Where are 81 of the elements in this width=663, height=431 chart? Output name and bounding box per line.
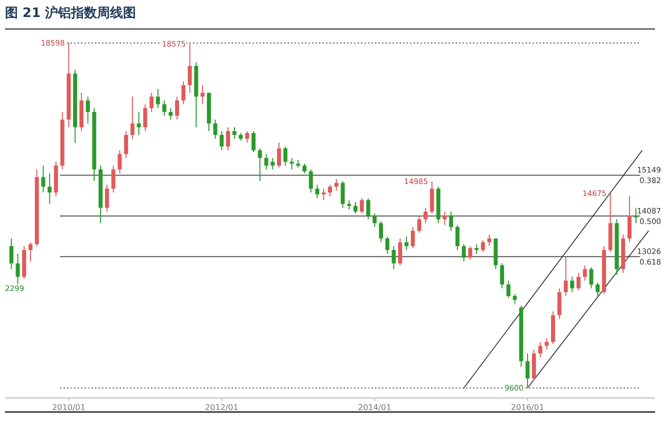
candlestick	[385, 236, 390, 254]
candlestick	[9, 238, 14, 270]
candlestick	[392, 246, 396, 270]
candlestick	[213, 119, 218, 140]
candlestick	[468, 246, 472, 260]
candlestick	[487, 234, 492, 247]
candlestick	[455, 224, 460, 250]
candlestick	[136, 111, 141, 136]
candlestick	[258, 148, 262, 182]
candlestick	[277, 142, 282, 168]
candlestick	[162, 100, 166, 116]
candlestick	[252, 130, 256, 153]
candlestick	[308, 168, 313, 193]
chart-title: 图 21 沪铝指数周线图	[5, 5, 136, 21]
candlestick	[334, 178, 338, 192]
candlestick	[86, 96, 90, 124]
candlestick	[143, 104, 148, 132]
candlestick	[353, 202, 358, 214]
candlestick	[589, 266, 594, 289]
candlestick	[398, 238, 402, 266]
candlestick	[16, 253, 20, 285]
candlestick	[188, 43, 192, 94]
candlestick	[245, 130, 250, 144]
candlestick	[544, 338, 549, 350]
candlestick	[634, 207, 638, 224]
candlestick	[430, 181, 434, 214]
candlestick	[181, 80, 186, 105]
candlestick	[340, 180, 345, 208]
candlestick	[417, 214, 422, 234]
candlestick	[410, 226, 415, 249]
candlestick	[130, 96, 134, 140]
candlestick	[220, 130, 224, 151]
candlestick	[28, 242, 32, 262]
candlestick	[372, 213, 377, 228]
candlestick	[512, 294, 517, 304]
candlestick	[322, 188, 326, 201]
candlestick	[347, 200, 352, 210]
candlestick	[150, 92, 154, 112]
candlestick	[360, 198, 364, 214]
candlestick	[48, 172, 52, 204]
candlestick	[442, 211, 447, 226]
candlestick	[200, 84, 205, 105]
candlestick	[538, 341, 542, 358]
candlestick	[118, 150, 122, 174]
candlestick	[315, 184, 320, 199]
candlestick	[480, 240, 485, 252]
candlestick	[124, 130, 128, 158]
candlestick	[378, 220, 383, 243]
candlestick	[270, 157, 275, 170]
candlestick	[41, 165, 46, 193]
candlestick	[474, 244, 479, 254]
candlestick	[424, 207, 428, 224]
candlestick	[283, 146, 288, 166]
candlestick	[462, 244, 466, 262]
candlestick	[226, 126, 230, 151]
candlestick	[175, 96, 180, 120]
candlestick	[404, 236, 408, 250]
candlestick	[506, 280, 510, 298]
x-tick-label: 2010/01	[52, 403, 86, 412]
candlestick	[449, 211, 454, 232]
x-tick-label: 2012/01	[205, 403, 238, 412]
candlestick	[628, 196, 632, 243]
candlestick	[104, 184, 109, 212]
candlestick	[302, 163, 307, 174]
candlestick	[576, 272, 581, 291]
x-tick-label: 2016/01	[510, 403, 544, 412]
candlestick	[500, 262, 504, 289]
candlestick	[156, 88, 160, 109]
candlestick	[111, 165, 116, 193]
candlestick	[168, 108, 173, 120]
candlestick	[328, 184, 332, 197]
candlestick	[232, 126, 236, 140]
candlestick	[582, 264, 587, 282]
x-tick-label: 2014/01	[358, 403, 392, 412]
candlestick	[557, 288, 562, 320]
candlestick	[366, 198, 370, 220]
candlestick	[596, 282, 600, 298]
candlestick	[526, 352, 530, 388]
candlestick	[570, 276, 574, 293]
candlestick	[564, 256, 568, 296]
candlestick	[264, 154, 268, 170]
